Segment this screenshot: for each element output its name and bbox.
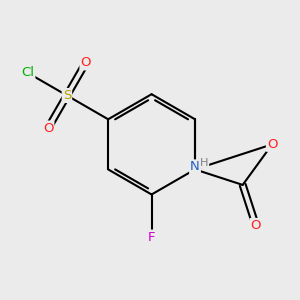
Text: O: O xyxy=(80,56,91,69)
Text: O: O xyxy=(267,138,278,151)
Text: Cl: Cl xyxy=(21,66,34,80)
Text: O: O xyxy=(250,219,261,232)
Text: S: S xyxy=(63,89,71,102)
Text: N: N xyxy=(190,160,200,173)
Text: O: O xyxy=(43,122,53,134)
Text: F: F xyxy=(148,231,155,244)
Text: H: H xyxy=(200,158,208,168)
